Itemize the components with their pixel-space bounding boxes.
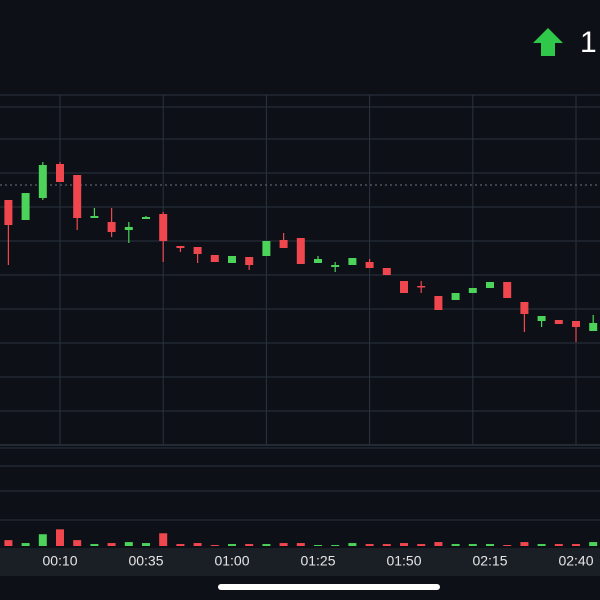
candle-body: [314, 259, 322, 263]
volume-bar: [279, 543, 288, 546]
candle-body: [210, 255, 219, 262]
candle-body: [262, 241, 271, 256]
candle-body: [159, 214, 168, 241]
grid: [0, 94, 600, 521]
x-tick-label: 01:00: [214, 553, 249, 569]
volume-bar: [21, 543, 30, 546]
candle-body: [56, 164, 64, 182]
volume-bar: [451, 544, 460, 546]
volume-bar: [520, 542, 529, 546]
volume-bar: [417, 544, 426, 546]
volume-bar: [589, 542, 598, 546]
time-axis-band: [0, 548, 600, 576]
candle-body: [554, 320, 563, 324]
volume-bar: [210, 545, 219, 546]
volume-bar: [554, 544, 563, 546]
home-indicator: [218, 584, 440, 590]
volume-bar: [38, 534, 47, 546]
candle-body: [90, 216, 99, 218]
volume-bar: [348, 543, 357, 546]
candle-body: [589, 323, 598, 331]
volume-bar: [176, 544, 185, 546]
volume-bar: [400, 543, 408, 546]
up-arrow-icon: [533, 28, 563, 56]
volume-bar: [193, 543, 202, 546]
candle-body: [176, 246, 185, 248]
candle-body: [400, 281, 408, 293]
volume-bar: [4, 540, 13, 546]
volume-bar: [486, 544, 494, 546]
x-tick-label: 02:40: [558, 553, 593, 569]
candle-body: [228, 256, 236, 263]
candle-body: [245, 257, 254, 265]
candle-body: [434, 296, 443, 310]
candle-body: [73, 175, 82, 218]
x-tick-label: 02:15: [472, 553, 507, 569]
volume-bar: [159, 533, 168, 546]
volume-bar: [537, 544, 546, 546]
candle-body: [537, 316, 546, 321]
volume-bar: [296, 543, 305, 546]
candle-body: [279, 240, 288, 248]
candle-body: [520, 302, 529, 314]
candle-body: [382, 268, 391, 275]
volume-bar: [124, 542, 133, 546]
candle-body: [572, 321, 580, 327]
header-value: 1: [580, 26, 597, 59]
candle-body: [193, 247, 202, 254]
volume-bar: [228, 544, 236, 546]
candle-body: [38, 165, 47, 198]
volume-bar: [314, 545, 322, 546]
volume-bar: [382, 544, 391, 546]
candle-body: [365, 262, 374, 268]
volume-bar: [245, 544, 254, 546]
candle-body: [468, 288, 477, 293]
volume-bar: [262, 544, 271, 546]
volume-bar: [468, 544, 477, 546]
candle-body: [4, 200, 13, 225]
volume-bar: [365, 544, 374, 546]
candle-body: [451, 293, 460, 300]
x-tick-label: 00:10: [42, 553, 77, 569]
volume-bar: [56, 529, 64, 546]
volume-bar: [434, 542, 443, 546]
candle-body: [486, 282, 494, 288]
candle-body: [331, 265, 340, 267]
x-tick-label: 01:25: [300, 553, 335, 569]
candle-body: [417, 286, 426, 288]
candle-body: [503, 282, 512, 298]
candle-body: [21, 193, 30, 220]
x-tick-label: 00:35: [128, 553, 163, 569]
candle-body: [124, 227, 133, 230]
candle-body: [348, 258, 357, 265]
volume-bar: [90, 544, 99, 546]
volume-bar: [503, 545, 512, 546]
volume-bar: [572, 544, 580, 546]
volume-bar: [107, 543, 116, 546]
marks: [4, 162, 598, 546]
volume-bar: [73, 540, 82, 546]
candle-body: [142, 217, 150, 219]
candle-body: [296, 238, 305, 264]
candle-body: [107, 222, 116, 232]
x-tick-label: 01:50: [386, 553, 421, 569]
volume-bar: [142, 543, 150, 546]
volume-bar: [331, 545, 340, 546]
